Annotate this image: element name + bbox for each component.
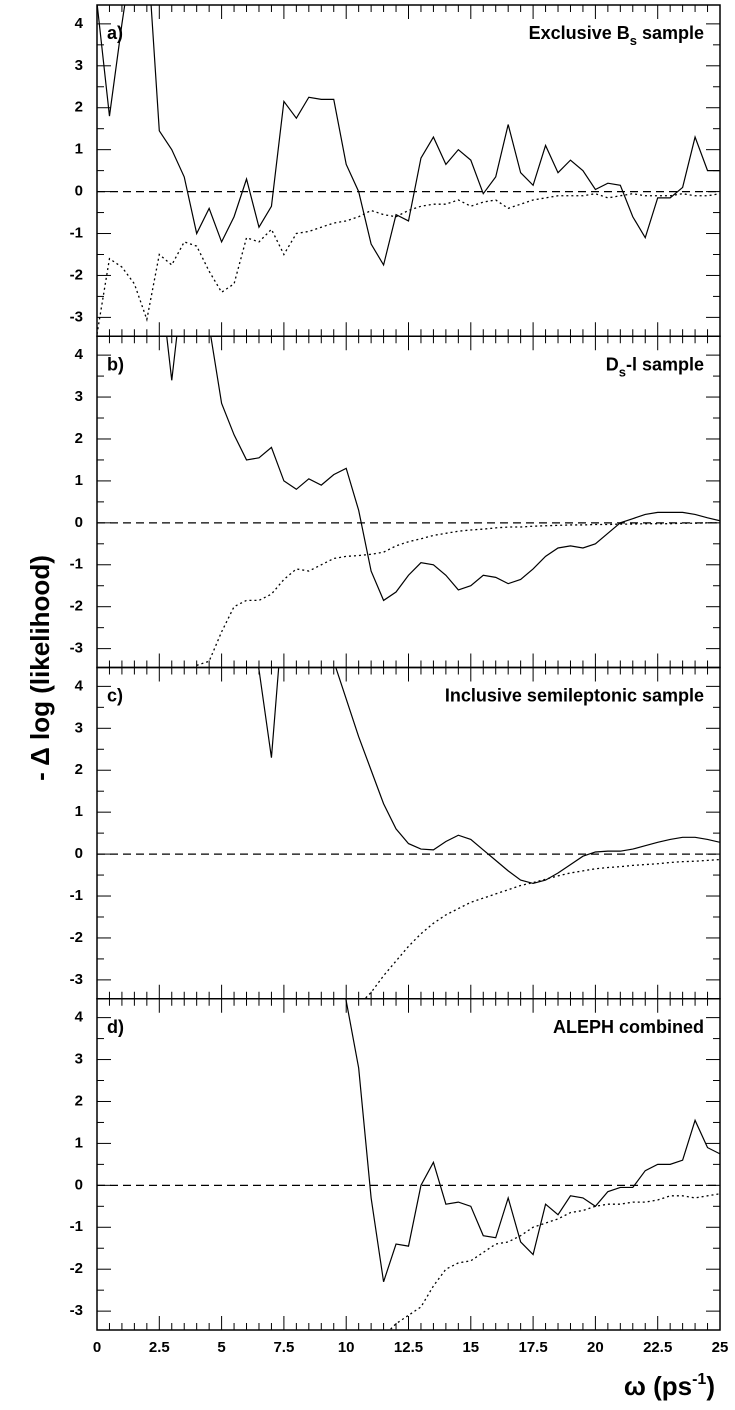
y-tick-label: 1	[75, 1134, 83, 1151]
data-line	[388, 1193, 720, 1330]
y-tick-label: 4	[75, 1009, 84, 1026]
data-line	[345, 998, 720, 1282]
x-axis-label-part: )	[706, 1371, 715, 1401]
x-tick-label: 12.5	[394, 1339, 423, 1356]
x-tick-label: 25	[712, 1339, 729, 1356]
y-tick-label: 1	[75, 803, 83, 820]
x-tick-label: 10	[338, 1339, 355, 1356]
panel-title-part: sample	[637, 23, 704, 43]
y-tick-label: -1	[70, 556, 83, 573]
y-tick-label: 0	[75, 183, 83, 200]
panel-title-part: D	[606, 354, 619, 374]
x-axis-label: ω (ps-1)	[624, 1371, 715, 1401]
y-tick-label: -3	[70, 971, 83, 988]
data-line	[363, 858, 720, 999]
y-tick-label: -2	[70, 929, 83, 946]
y-tick-label: 0	[75, 514, 83, 531]
data-line	[97, 193, 720, 335]
panel-label: c)	[107, 686, 123, 706]
x-tick-label: 22.5	[643, 1339, 672, 1356]
y-tick-label: -1	[70, 887, 83, 904]
panel-label: a)	[107, 23, 123, 43]
panel-title-part: Inclusive semileptonic sample	[445, 686, 704, 706]
y-tick-label: 3	[75, 719, 83, 736]
y-tick-label: -2	[70, 1260, 83, 1277]
x-tick-label: 20	[587, 1339, 604, 1356]
panel-label: b)	[107, 354, 124, 374]
panel: -3 -2 -1 0 1 2 3 4 a) Exclusive Bs sample	[70, 4, 721, 337]
data-line	[257, 667, 720, 885]
panel-title-part: ALEPH combined	[553, 1017, 704, 1037]
y-tick-label: 0	[75, 1176, 83, 1193]
plot-frame	[96, 335, 721, 669]
panel-title-part: -l sample	[626, 354, 704, 374]
panel-title-sub: s	[630, 33, 637, 48]
y-tick-label: 1	[75, 141, 83, 158]
data-line	[166, 336, 720, 602]
y-tick-label: -3	[70, 640, 83, 657]
x-tick-label: 0	[93, 1339, 101, 1356]
plot-frame	[96, 666, 721, 1000]
y-tick-label: -3	[70, 1302, 83, 1319]
y-tick-label: 4	[75, 15, 84, 32]
y-tick-label: 2	[75, 430, 83, 447]
y-tick-label: 2	[75, 99, 83, 116]
y-tick-label: 3	[75, 57, 83, 74]
data-line	[192, 522, 720, 668]
panel-label: d)	[107, 1017, 124, 1037]
panel-title: ALEPH combined	[553, 1017, 704, 1037]
y-tick-label: -1	[70, 224, 83, 241]
y-tick-label: -2	[70, 598, 83, 615]
panel: -3 -2 -1 0 1 2 3 4 c) Inclusive semileptonic samp…	[70, 666, 721, 1000]
y-tick-label: 4	[75, 346, 84, 363]
panel: -3 -2 -1 0 1 2 3 4 0 2.5 5 7.5 10 12.5 15 17.5 20 22.5 25 d…	[70, 998, 729, 1356]
y-tick-label: 1	[75, 472, 83, 489]
y-tick-label: 0	[75, 845, 83, 862]
plot-frame	[96, 998, 721, 1331]
plot-frame	[96, 4, 721, 337]
panel-title: Exclusive Bs sample	[529, 23, 704, 48]
x-tick-label: 15	[462, 1339, 479, 1356]
x-tick-label: 7.5	[273, 1339, 294, 1356]
x-tick-label: 17.5	[518, 1339, 547, 1356]
y-tick-label: 2	[75, 1092, 83, 1109]
x-tick-label: 5	[217, 1339, 225, 1356]
y-tick-label: 2	[75, 761, 83, 778]
x-axis-label-part: ω (ps	[624, 1371, 692, 1401]
data-line	[97, 5, 720, 267]
y-tick-label: 3	[75, 388, 83, 405]
panel-title: Inclusive semileptonic sample	[445, 686, 704, 706]
y-axis-label: - Δ log (likelihood)	[25, 555, 55, 781]
panel-title: Ds-l sample	[606, 354, 704, 379]
x-axis-label-sup: -1	[692, 1371, 706, 1388]
y-tick-label: 4	[75, 677, 84, 694]
panel: -3 -2 -1 0 1 2 3 4 b) Ds-l sample	[70, 335, 721, 669]
y-tick-label: -3	[70, 308, 83, 325]
y-tick-label: -1	[70, 1218, 83, 1235]
y-tick-label: 3	[75, 1051, 83, 1068]
panel-title-sub: s	[619, 364, 626, 379]
panel-title-part: Exclusive B	[529, 23, 630, 43]
y-tick-label: -2	[70, 266, 83, 283]
x-tick-label: 2.5	[149, 1339, 170, 1356]
